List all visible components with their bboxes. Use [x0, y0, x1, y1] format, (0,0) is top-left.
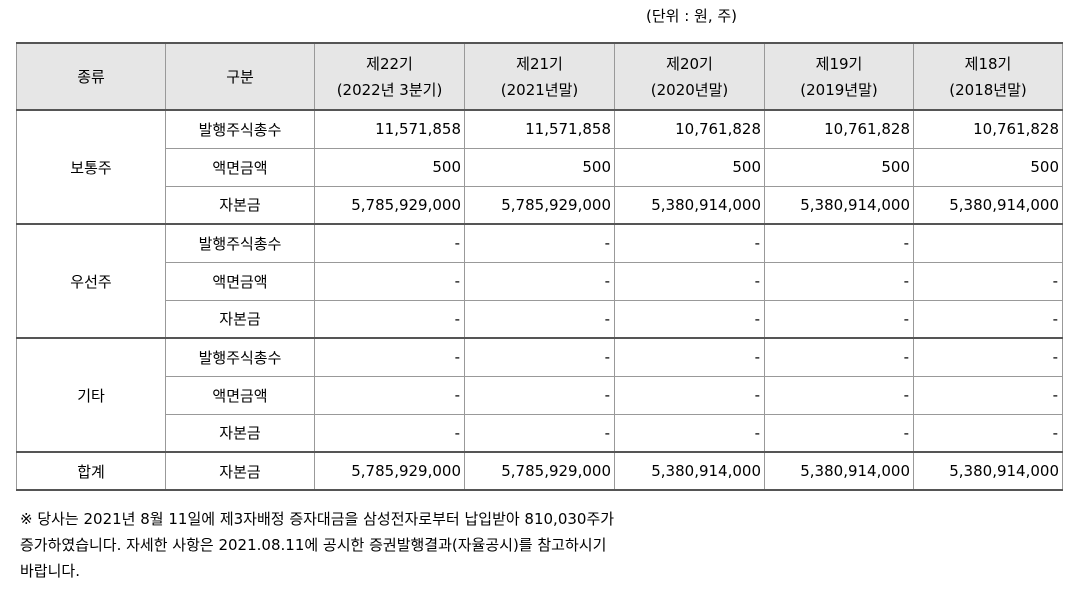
value-cell: -: [764, 413, 914, 453]
value-cell: -: [614, 261, 765, 301]
table-row: 액면금액 - - - - -: [17, 375, 1063, 415]
header-period: 제18기 (2018년말): [913, 42, 1063, 111]
value-cell: 10,761,828: [913, 109, 1063, 149]
table-row: 액면금액 - - - - -: [17, 261, 1063, 301]
value-cell: -: [464, 413, 615, 453]
table-row: 자본금 5,785,929,000 5,785,929,000 5,380,91…: [17, 185, 1063, 225]
value-cell: -: [614, 337, 765, 377]
value-cell: 500: [764, 147, 914, 187]
unit-label: (단위 : 원, 주): [646, 7, 738, 25]
value-cell: -: [614, 223, 765, 263]
table-row: 자본금 - - - - -: [17, 299, 1063, 339]
table-row: 보통주 발행주식총수 11,571,858 11,571,858 10,761,…: [16, 109, 1063, 225]
value-cell: 5,785,929,000: [314, 185, 465, 225]
value-cell: -: [464, 223, 615, 263]
sub-cell: 자본금: [165, 413, 315, 453]
kind-cell: 우선주: [16, 223, 166, 339]
value-cell: 11,571,858: [314, 109, 465, 149]
value-cell: -: [913, 413, 1063, 453]
sub-cell: 자본금: [165, 299, 315, 339]
footnote-line: ※ 당사는 2021년 8월 11일에 제3자배정 증자대금을 삼성전자로부터 …: [20, 510, 615, 528]
value-cell: -: [764, 223, 914, 263]
footnote: ※ 당사는 2021년 8월 11일에 제3자배정 증자대금을 삼성전자로부터 …: [20, 506, 780, 584]
value-cell: 10,761,828: [764, 109, 914, 149]
period-date: (2020년말): [650, 80, 729, 99]
value-cell: 10,761,828: [614, 109, 765, 149]
value-cell: 5,380,914,000: [913, 185, 1063, 225]
value-cell: -: [764, 337, 914, 377]
value-cell: -: [314, 337, 465, 377]
value-cell: -: [614, 413, 765, 453]
period-date: (2022년 3분기): [336, 80, 443, 99]
value-cell: -: [464, 375, 615, 415]
period-name: 제19기: [815, 54, 863, 73]
header-row: 종류 구분 제22기 (2022년 3분기) 제21기 (2021년말) 제20기 (…: [16, 42, 1063, 111]
period-date: (2019년말): [800, 80, 878, 99]
header-period: 제19기 (2019년말): [764, 42, 914, 111]
value-cell: 500: [614, 147, 765, 187]
table-row: 액면금액 500 500 500 500 500: [17, 147, 1063, 187]
value-cell: 500: [314, 147, 465, 187]
sub-cell: 액면금액: [165, 261, 315, 301]
value-cell: 500: [464, 147, 615, 187]
table-row: 자본금 - - - - -: [17, 413, 1063, 453]
value-cell: -: [764, 375, 914, 415]
value-cell: [913, 223, 1063, 263]
value-cell: -: [314, 413, 465, 453]
sub-cell: 액면금액: [165, 147, 315, 187]
header-sub: 구분: [165, 42, 315, 111]
value-cell: -: [913, 299, 1063, 339]
value-cell: -: [314, 375, 465, 415]
value-cell: -: [464, 261, 615, 301]
header-period: 제22기 (2022년 3분기): [314, 42, 465, 111]
period-date: (2021년말): [500, 80, 579, 99]
value-cell: -: [464, 299, 615, 339]
sub-cell: 발행주식총수: [165, 337, 315, 377]
value-cell: 5,380,914,000: [764, 185, 914, 225]
header-kind: 종류: [16, 42, 166, 111]
value-cell: 5,380,914,000: [614, 185, 765, 225]
header-period: 제20기 (2020년말): [614, 42, 765, 111]
footnote-line: 증가하였습니다. 자세한 사항은 2021.08.11에 공시한 증권발행결과(…: [20, 536, 607, 554]
period-name: 제21기: [516, 54, 563, 73]
sub-cell: 자본금: [165, 451, 315, 491]
period-name: 제18기: [964, 54, 1012, 73]
value-cell: 5,785,929,000: [314, 451, 465, 491]
value-cell: 5,380,914,000: [913, 451, 1063, 491]
value-cell: -: [913, 375, 1063, 415]
period-name: 제22기: [366, 54, 413, 73]
sub-cell: 발행주식총수: [165, 109, 315, 149]
value-cell: -: [913, 261, 1063, 301]
value-cell: -: [764, 299, 914, 339]
value-cell: -: [314, 223, 465, 263]
sub-cell: 발행주식총수: [165, 223, 315, 263]
value-cell: -: [614, 299, 765, 339]
value-cell: 500: [913, 147, 1063, 187]
capital-table: 종류 구분 제22기 (2022년 3분기) 제21기 (2021년말) 제20기 (…: [16, 42, 1063, 491]
total-row: 합계 자본금 5,785,929,000 5,785,929,000 5,380…: [16, 451, 1063, 491]
value-cell: 11,571,858: [464, 109, 615, 149]
sub-cell: 액면금액: [165, 375, 315, 415]
value-cell: -: [314, 299, 465, 339]
value-cell: -: [764, 261, 914, 301]
table-row: 우선주 발행주식총수 - - - -: [16, 223, 1063, 339]
value-cell: 5,785,929,000: [464, 185, 615, 225]
value-cell: 5,785,929,000: [464, 451, 615, 491]
header-period: 제21기 (2021년말): [464, 42, 615, 111]
table-row: 기타 발행주식총수 - - - - -: [16, 337, 1063, 453]
period-name: 제20기: [666, 54, 713, 73]
value-cell: -: [913, 337, 1063, 377]
value-cell: 5,380,914,000: [614, 451, 765, 491]
value-cell: -: [464, 337, 615, 377]
value-cell: -: [614, 375, 765, 415]
kind-cell: 보통주: [16, 109, 166, 225]
sub-cell: 자본금: [165, 185, 315, 225]
footnote-line: 바랍니다.: [20, 562, 80, 580]
kind-cell: 기타: [16, 337, 166, 453]
value-cell: -: [314, 261, 465, 301]
kind-cell: 합계: [16, 451, 166, 491]
period-date: (2018년말): [949, 80, 1027, 99]
value-cell: 5,380,914,000: [764, 451, 914, 491]
